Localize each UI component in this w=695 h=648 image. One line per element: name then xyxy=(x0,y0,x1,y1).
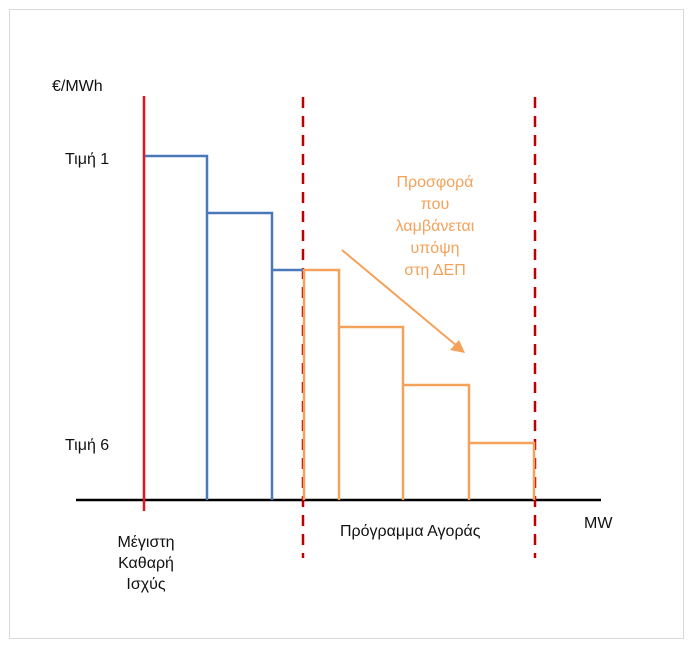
price-1-label: Τιμή 1 xyxy=(65,151,110,168)
max-power-label: Μέγιστη Καθαρή Ισχύς xyxy=(100,532,192,595)
offer-arrow-head xyxy=(450,340,465,353)
blue-offer-steps xyxy=(145,154,304,500)
y-axis-unit-label: €/MWh xyxy=(52,78,103,95)
max-power-line-3: Ισχύς xyxy=(126,576,166,593)
price-6-label: Τιμή 6 xyxy=(65,437,110,454)
orange-offer-steps xyxy=(302,268,536,500)
offer-note-line-4: υπόψη xyxy=(410,240,460,257)
offer-arrow-line xyxy=(341,249,458,347)
diagram-frame xyxy=(9,9,684,639)
offer-note: Προσφορά που λαμβάνεται υπόψη στη ΔΕΠ xyxy=(340,172,530,282)
max-power-line-2: Καθαρή xyxy=(118,555,174,572)
max-power-line-1: Μέγιστη xyxy=(117,534,175,551)
offer-note-line-5: στη ΔΕΠ xyxy=(404,262,466,279)
market-schedule-label: Πρόγραμμα Αγοράς xyxy=(340,523,481,540)
offer-note-line-1: Προσφορά xyxy=(396,174,474,191)
offer-note-line-3: λαμβάνεται xyxy=(395,218,475,235)
x-axis-unit-label: MW xyxy=(584,515,613,532)
offer-note-line-2: που xyxy=(420,196,450,213)
